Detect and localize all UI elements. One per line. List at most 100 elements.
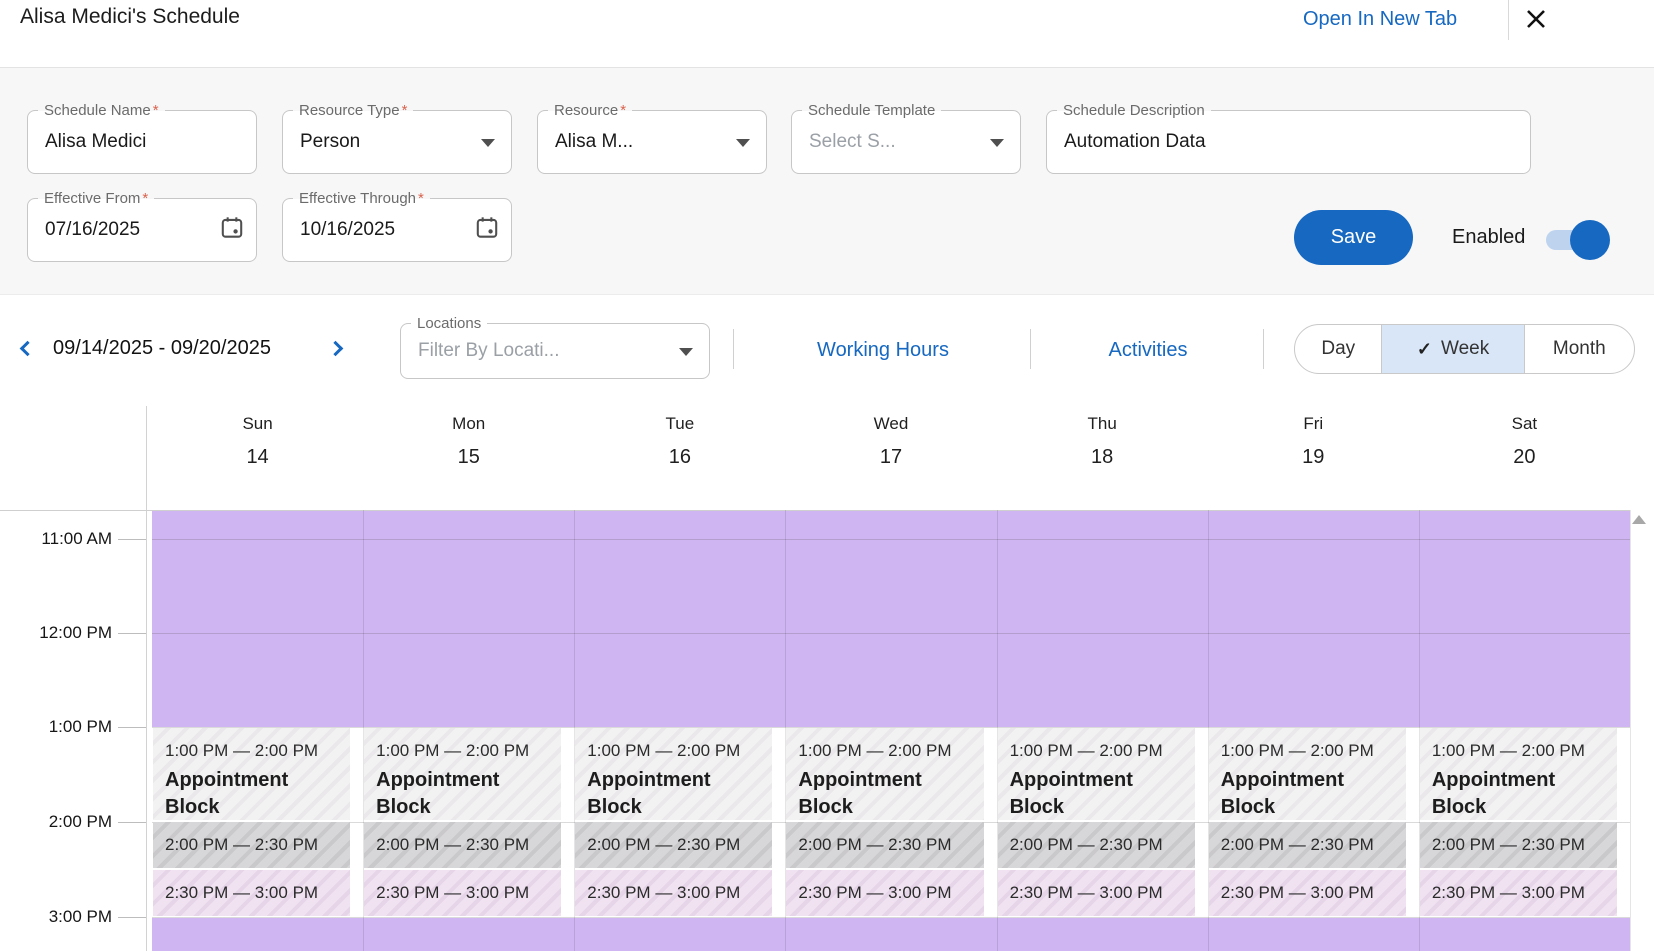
locations-filter-select[interactable]: Locations Filter By Locati... <box>400 314 710 379</box>
event-time: 2:00 PM — 2:30 PM <box>376 835 530 854</box>
event-block[interactable]: 2:00 PM — 2:30 PM <box>1419 822 1617 868</box>
scroll-up-arrow-icon[interactable] <box>1632 515 1646 524</box>
calendar-icon[interactable] <box>474 215 500 246</box>
time-gutter-border <box>146 406 147 951</box>
day-number: 19 <box>1302 446 1325 468</box>
view-day-button[interactable]: Day <box>1321 338 1356 359</box>
event-title: Appointment Block <box>1009 769 1133 818</box>
resource-type-select[interactable]: Resource Type * Person <box>282 101 512 174</box>
effective-through-field[interactable]: Effective Through * 10/16/2025 <box>282 189 512 262</box>
event-title: Appointment Block <box>798 769 922 818</box>
schedule-description-value[interactable]: Automation Data <box>1064 131 1206 152</box>
activities-link[interactable]: Activities <box>1108 339 1188 361</box>
event-block[interactable]: 1:00 PM — 2:00 PM Appointment Block <box>153 728 351 820</box>
event-block[interactable]: 2:00 PM — 2:30 PM <box>1208 822 1406 868</box>
schedule-name-value[interactable]: Alisa Medici <box>45 131 147 152</box>
event-block[interactable]: 2:00 PM — 2:30 PM <box>153 822 351 868</box>
schedule-name-field[interactable]: Schedule Name * Alisa Medici <box>27 101 257 174</box>
resource-value[interactable]: Alisa M... <box>555 131 634 152</box>
previous-week-icon[interactable] <box>19 340 36 357</box>
enabled-toggle[interactable] <box>1546 220 1612 260</box>
resource-select[interactable]: Resource * Alisa M... <box>537 101 767 174</box>
event-block[interactable]: 1:00 PM — 2:00 PM Appointment Block <box>575 728 773 820</box>
event-block[interactable]: 2:30 PM — 3:00 PM <box>364 870 562 916</box>
schedule-template-select[interactable]: Schedule Template Select S... <box>791 101 1021 174</box>
day-header: Tue 16 <box>574 400 785 469</box>
event-title: Appointment Block <box>587 769 711 818</box>
locations-filter-placeholder[interactable]: Filter By Locati... <box>418 340 560 361</box>
chevron-down-icon[interactable] <box>481 139 495 147</box>
toggle-knob <box>1570 220 1610 260</box>
open-in-new-tab-link[interactable]: Open In New Tab <box>1303 8 1458 30</box>
hour-tick <box>118 633 146 634</box>
day-number: 20 <box>1513 446 1536 468</box>
day-separator-line <box>1207 510 1209 951</box>
event-block[interactable]: 2:00 PM — 2:30 PM <box>786 822 984 868</box>
event-block[interactable]: 1:00 PM — 2:00 PM Appointment Block <box>364 728 562 820</box>
schedule-template-placeholder[interactable]: Select S... <box>809 131 896 152</box>
day-name: Sat <box>1511 414 1538 433</box>
day-name: Mon <box>452 414 486 433</box>
calendar-icon[interactable] <box>219 215 245 246</box>
event-block[interactable]: 1:00 PM — 2:00 PM Appointment Block <box>1419 728 1617 820</box>
time-label: 2:00 PM <box>48 812 112 831</box>
dialog-header: Alisa Medici's Schedule Open In New Tab <box>0 0 1654 68</box>
schedule-form-panel: Schedule Name * Alisa Medici Resource Typ… <box>0 68 1654 295</box>
view-month-button[interactable]: Month <box>1552 338 1606 359</box>
hour-tick <box>118 822 146 823</box>
event-time: 2:00 PM — 2:30 PM <box>1220 835 1374 854</box>
day-separator-line <box>1418 510 1420 951</box>
page-title: Alisa Medici's Schedule <box>20 5 240 28</box>
chevron-down-icon[interactable] <box>679 348 693 356</box>
event-time: 1:00 PM — 2:00 PM <box>1220 741 1374 760</box>
event-block[interactable]: 1:00 PM — 2:00 PM Appointment Block <box>1208 728 1406 820</box>
event-block[interactable]: 2:30 PM — 3:00 PM <box>1208 870 1406 916</box>
event-time: 1:00 PM — 2:00 PM <box>1009 741 1163 760</box>
event-time: 2:00 PM — 2:30 PM <box>1431 835 1585 854</box>
event-time: 2:30 PM — 3:00 PM <box>376 883 530 902</box>
event-block[interactable]: 1:00 PM — 2:00 PM Appointment Block <box>786 728 984 820</box>
event-block[interactable]: 2:30 PM — 3:00 PM <box>997 870 1195 916</box>
day-header: Wed 17 <box>785 400 996 469</box>
effective-from-value[interactable]: 07/16/2025 <box>45 219 141 240</box>
schedule-description-field[interactable]: Schedule Description Automation Data <box>1046 101 1531 174</box>
day-name: Tue <box>665 414 695 433</box>
resource-type-value[interactable]: Person <box>300 131 361 152</box>
day-number: 14 <box>246 446 269 468</box>
event-title: Appointment Block <box>376 769 500 818</box>
time-label: 11:00 AM <box>41 529 112 548</box>
event-block[interactable]: 2:30 PM — 3:00 PM <box>575 870 773 916</box>
hour-tick <box>118 917 146 918</box>
check-icon: ✓ <box>1416 338 1432 359</box>
unavailable-time-block <box>152 918 1630 951</box>
time-label: 12:00 PM <box>39 623 112 642</box>
time-label: 1:00 PM <box>48 717 112 736</box>
chevron-down-icon[interactable] <box>990 139 1004 147</box>
view-week-button[interactable]: ✓ Week <box>1381 325 1525 373</box>
event-time: 1:00 PM — 2:00 PM <box>587 741 741 760</box>
close-icon[interactable] <box>1524 7 1548 31</box>
day-separator-line <box>785 510 787 951</box>
effective-through-value[interactable]: 10/16/2025 <box>300 219 396 240</box>
event-time: 1:00 PM — 2:00 PM <box>1431 741 1585 760</box>
working-hours-link[interactable]: Working Hours <box>817 339 949 361</box>
enabled-label: Enabled <box>1452 226 1526 248</box>
event-block[interactable]: 2:30 PM — 3:00 PM <box>786 870 984 916</box>
event-block[interactable]: 2:30 PM — 3:00 PM <box>153 870 351 916</box>
event-time: 2:30 PM — 3:00 PM <box>1220 883 1374 902</box>
event-block[interactable]: 2:00 PM — 2:30 PM <box>575 822 773 868</box>
event-block[interactable]: 1:00 PM — 2:00 PM Appointment Block <box>997 728 1195 820</box>
event-time: 2:30 PM — 3:00 PM <box>1431 883 1585 902</box>
toolbar-divider <box>1263 329 1264 369</box>
next-week-icon[interactable] <box>327 340 344 357</box>
hour-gridline <box>152 539 1630 540</box>
day-name: Wed <box>873 414 909 433</box>
chevron-down-icon[interactable] <box>736 139 750 147</box>
unavailable-time-block <box>152 511 1630 727</box>
event-block[interactable]: 2:30 PM — 3:00 PM <box>1419 870 1617 916</box>
event-block[interactable]: 2:00 PM — 2:30 PM <box>364 822 562 868</box>
effective-from-field[interactable]: Effective From * 07/16/2025 <box>27 189 257 262</box>
event-block[interactable]: 2:00 PM — 2:30 PM <box>997 822 1195 868</box>
save-button[interactable]: Save <box>1294 210 1413 265</box>
day-header: Sat 20 <box>1419 400 1630 469</box>
